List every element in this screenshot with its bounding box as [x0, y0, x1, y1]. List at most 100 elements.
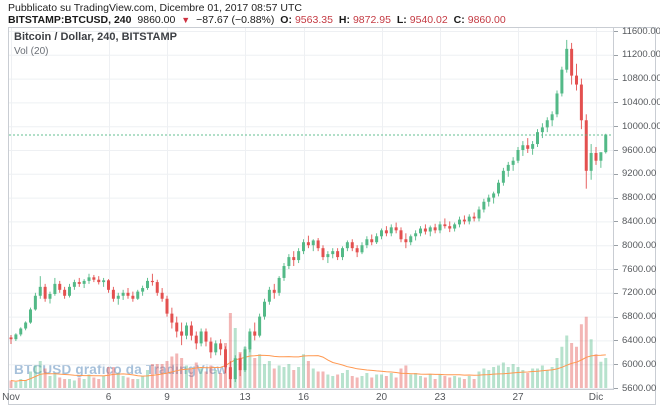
candle-body — [107, 280, 110, 290]
candle-body — [170, 313, 174, 323]
volume-bar — [126, 377, 130, 388]
volume-bar — [365, 373, 369, 388]
volume-bar — [355, 377, 359, 388]
volume-bar — [189, 368, 193, 388]
price-axis-label: 11200.00 — [622, 49, 660, 61]
candle-body — [326, 254, 330, 258]
candle-body — [141, 288, 145, 292]
close-label: C: — [453, 14, 465, 26]
candle-body — [297, 251, 301, 261]
candle-body — [189, 325, 193, 336]
candle-body — [521, 145, 525, 150]
volume-bar — [453, 376, 457, 388]
candle-body — [321, 248, 325, 258]
candle-body — [389, 227, 393, 234]
price-axis-label: 10400.00 — [622, 96, 660, 108]
price-axis-label: 9600.00 — [622, 144, 657, 156]
candle-body — [467, 216, 471, 222]
volume-bar — [545, 370, 549, 388]
volume-bar — [185, 365, 188, 388]
chart-svg[interactable] — [9, 28, 613, 389]
candle-body — [43, 286, 47, 299]
volume-bar — [194, 362, 198, 388]
price-axis[interactable]: 11600.00 11200.00 10800.00 10400.00 10000.00… — [614, 26, 660, 394]
volume-bar — [360, 376, 364, 388]
candle-body — [453, 224, 457, 229]
time-axis-label: 9 — [164, 392, 170, 403]
candle-body — [33, 295, 37, 310]
price-axis-tick — [614, 269, 618, 270]
price-axis-tick — [614, 173, 618, 175]
volume-bar — [92, 377, 96, 388]
candle-body — [394, 227, 398, 231]
candle-body — [111, 289, 115, 299]
volume-bar — [570, 343, 574, 388]
volume-bar — [141, 376, 145, 388]
volume-bar — [146, 370, 149, 388]
candle-body — [350, 242, 354, 249]
candle-body — [560, 69, 564, 94]
volume-bar — [389, 373, 393, 388]
volume-bar — [409, 374, 413, 388]
candle-body — [233, 358, 237, 380]
price-axis-label: 7600.00 — [622, 263, 657, 275]
candle-body — [199, 331, 203, 344]
candle-body — [24, 322, 28, 329]
volume-bar — [321, 371, 325, 388]
volume-bar — [292, 370, 296, 388]
volume-bar — [336, 374, 340, 388]
volume-bar — [155, 364, 159, 388]
candle-body — [92, 277, 96, 280]
chart-legend: Bitcoin / Dollar, 240, BITSTAMP Vol (20) — [14, 31, 177, 58]
candle-body — [204, 331, 208, 342]
volume-bar — [438, 374, 442, 388]
volume-bar — [428, 374, 432, 388]
volume-bar — [258, 354, 262, 388]
symbol-status-line: BITSTAMP:BTCUSD, 240 9860.00 ▼ −87.67 (−… — [8, 14, 509, 26]
volume-bar — [375, 374, 379, 388]
volume-bar — [68, 379, 71, 388]
volume-bar — [540, 365, 544, 388]
volume-bar — [116, 373, 120, 388]
price-axis-tick — [614, 31, 618, 32]
candle-body — [458, 219, 461, 225]
candle-body — [97, 279, 101, 283]
candle-body — [399, 230, 403, 240]
time-axis-label: Dic — [588, 392, 604, 403]
volume-bar — [204, 371, 208, 388]
candle-body — [155, 282, 159, 293]
volume-ma-line — [10, 354, 606, 382]
candle-body — [419, 228, 422, 234]
volume-bar — [282, 367, 286, 388]
candle-body — [258, 316, 262, 336]
candle-body — [272, 289, 276, 293]
candle-body — [428, 227, 432, 232]
volume-bar — [448, 377, 452, 388]
candle-body — [219, 343, 223, 350]
volume-bar — [326, 374, 330, 388]
candle-body — [604, 134, 608, 153]
volume-bar — [536, 368, 539, 388]
candle-body — [126, 292, 130, 296]
volume-bar — [306, 361, 310, 388]
candle-body — [311, 240, 315, 246]
volume-bar — [131, 379, 135, 388]
price-axis-tick — [614, 292, 618, 294]
candle-body — [185, 325, 188, 336]
volume-bar — [263, 364, 266, 388]
volume-bar — [589, 339, 593, 388]
volume-bar — [53, 373, 57, 388]
candle-body — [482, 201, 486, 210]
volume-legend: Vol (20) — [14, 45, 49, 57]
volume-bar — [331, 376, 335, 388]
candle-body — [404, 239, 408, 243]
plot-area[interactable]: BTCUSD grafico da TradingView Bitcoin / … — [9, 28, 614, 390]
volume-bar — [506, 367, 510, 388]
volume-bar — [214, 370, 218, 388]
candle-body — [497, 182, 500, 194]
candle-body — [492, 193, 496, 198]
candle-body — [136, 291, 140, 299]
candle-body — [316, 240, 320, 249]
candle-body — [331, 251, 335, 255]
time-axis[interactable]: Nov 6 9 13 16 20 23 27 Dic — [2, 391, 614, 405]
